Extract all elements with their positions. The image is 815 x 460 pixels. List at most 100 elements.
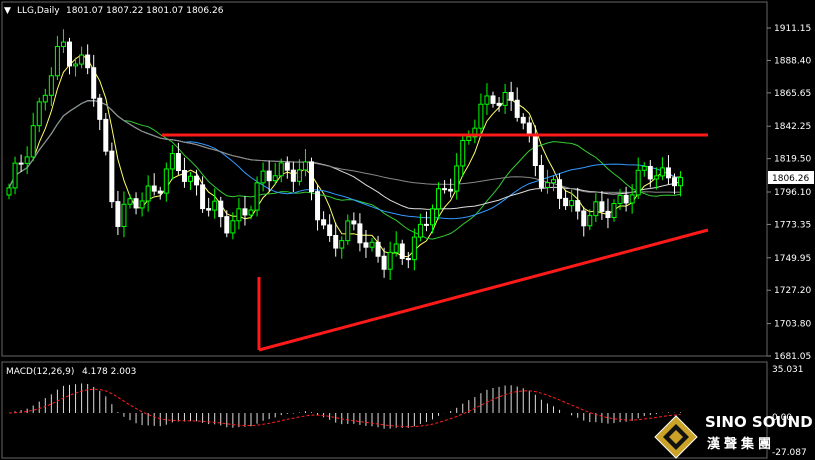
bull-candle	[73, 63, 79, 67]
bull-candle	[54, 46, 60, 77]
bull-candle	[42, 94, 48, 103]
macd-label: MACD(12,26,9)	[6, 367, 74, 377]
main-pane-frame	[1, 1, 768, 357]
bear-candle	[157, 190, 163, 194]
bull-candle	[345, 220, 351, 242]
bull-candle	[635, 169, 641, 196]
bull-candle	[254, 182, 260, 211]
bull-candle	[430, 208, 435, 226]
bear-candle	[665, 167, 671, 179]
bull-candle	[12, 162, 18, 189]
bear-candle	[508, 91, 514, 101]
bull-candle	[302, 161, 308, 171]
bull-candle	[369, 241, 375, 248]
bear-candle	[526, 122, 532, 135]
macd-signal-line	[8, 388, 681, 428]
price-tick-label: 1842.25	[774, 122, 811, 132]
bear-candle	[67, 41, 72, 67]
bull-candle	[278, 162, 284, 177]
macd-tick-top: 35.031	[772, 365, 804, 375]
bull-candle	[629, 194, 635, 204]
ma-yellow-line	[8, 54, 681, 258]
logo-text-latin: SINO SOUND	[705, 413, 813, 431]
bull-candle	[36, 101, 42, 127]
ohlc-readout: 1801.07 1807.22 1801.07 1806.26	[66, 6, 224, 16]
bear-candle	[563, 197, 569, 207]
bear-candle	[333, 234, 339, 249]
macd-tick-zero: 0.00	[772, 413, 792, 423]
bull-candle	[417, 223, 423, 238]
bull-candle	[611, 202, 617, 218]
bear-candle	[206, 208, 212, 211]
bull-candle	[163, 168, 169, 194]
bear-candle	[351, 220, 357, 225]
price-tick-label: 1681.05	[774, 352, 811, 362]
bear-candle	[315, 191, 321, 221]
bear-candle	[581, 210, 587, 227]
bear-candle	[357, 223, 363, 244]
price-tick-label: 1911.15	[774, 24, 811, 34]
bull-candle	[145, 185, 151, 202]
bear-candle	[623, 194, 629, 204]
bull-candle	[387, 251, 393, 270]
support-trendline	[258, 228, 709, 352]
bear-candle	[242, 208, 248, 216]
bull-candle	[24, 156, 30, 164]
bear-candle	[284, 162, 290, 171]
price-tick-label: 1727.20	[774, 286, 811, 296]
bear-candle	[363, 242, 369, 248]
current-price-badge	[768, 171, 814, 184]
bear-candle	[496, 102, 502, 106]
price-tick-label: 1796.10	[774, 188, 811, 198]
bull-candle	[260, 170, 266, 184]
bear-candle	[442, 188, 448, 191]
bear-candle	[109, 150, 115, 203]
candles	[6, 29, 684, 280]
bear-candle	[514, 99, 520, 118]
sino-sound-logo: SINO SOUND 漢聲集團	[654, 413, 813, 459]
bear-candle	[224, 216, 230, 234]
bear-candle	[538, 165, 544, 188]
bear-candle	[181, 169, 187, 182]
bear-candle	[266, 170, 272, 182]
macd-histogram	[14, 383, 682, 429]
bull-candle	[296, 169, 302, 182]
price-tick-label: 1865.65	[774, 89, 811, 99]
macd-tick-bottom: -27.087	[772, 448, 807, 458]
bear-candle	[405, 257, 411, 261]
price-tick-label: 1749.95	[774, 254, 811, 264]
bull-candle	[139, 200, 145, 209]
bull-candle	[678, 177, 684, 187]
bull-candle	[248, 209, 254, 216]
bull-candle	[617, 194, 623, 204]
bear-candle	[194, 175, 200, 186]
bear-candle	[375, 241, 381, 257]
price-tick-label: 1773.35	[774, 220, 811, 230]
bull-candle	[454, 165, 460, 192]
bull-candle	[484, 95, 490, 105]
bull-candle	[272, 175, 278, 182]
bear-candle	[532, 133, 538, 167]
bear-candle	[520, 116, 526, 124]
bull-candle	[79, 54, 85, 65]
bear-candle	[103, 118, 109, 152]
bear-candle	[327, 224, 333, 236]
bull-candle	[339, 240, 345, 249]
bull-candle	[593, 201, 599, 217]
bear-candle	[399, 243, 405, 259]
macd-values: 4.178 2.003	[82, 367, 136, 377]
bear-candle	[151, 185, 157, 192]
bull-candle	[60, 41, 66, 48]
macd-pane-frame	[1, 361, 768, 459]
bull-candle	[551, 179, 556, 184]
bear-candle	[672, 177, 677, 187]
bear-candle	[575, 200, 581, 212]
logo-text-chinese: 漢聲集團	[707, 436, 775, 452]
ma-gray-line	[8, 100, 681, 193]
symbol-dropdown-arrow[interactable]: ▼	[4, 6, 11, 16]
moving-averages	[8, 54, 681, 258]
bear-candle	[321, 219, 327, 226]
bear-candle	[115, 201, 121, 227]
symbol-label: LLG,Daily	[17, 6, 60, 16]
bull-candle	[460, 139, 466, 167]
